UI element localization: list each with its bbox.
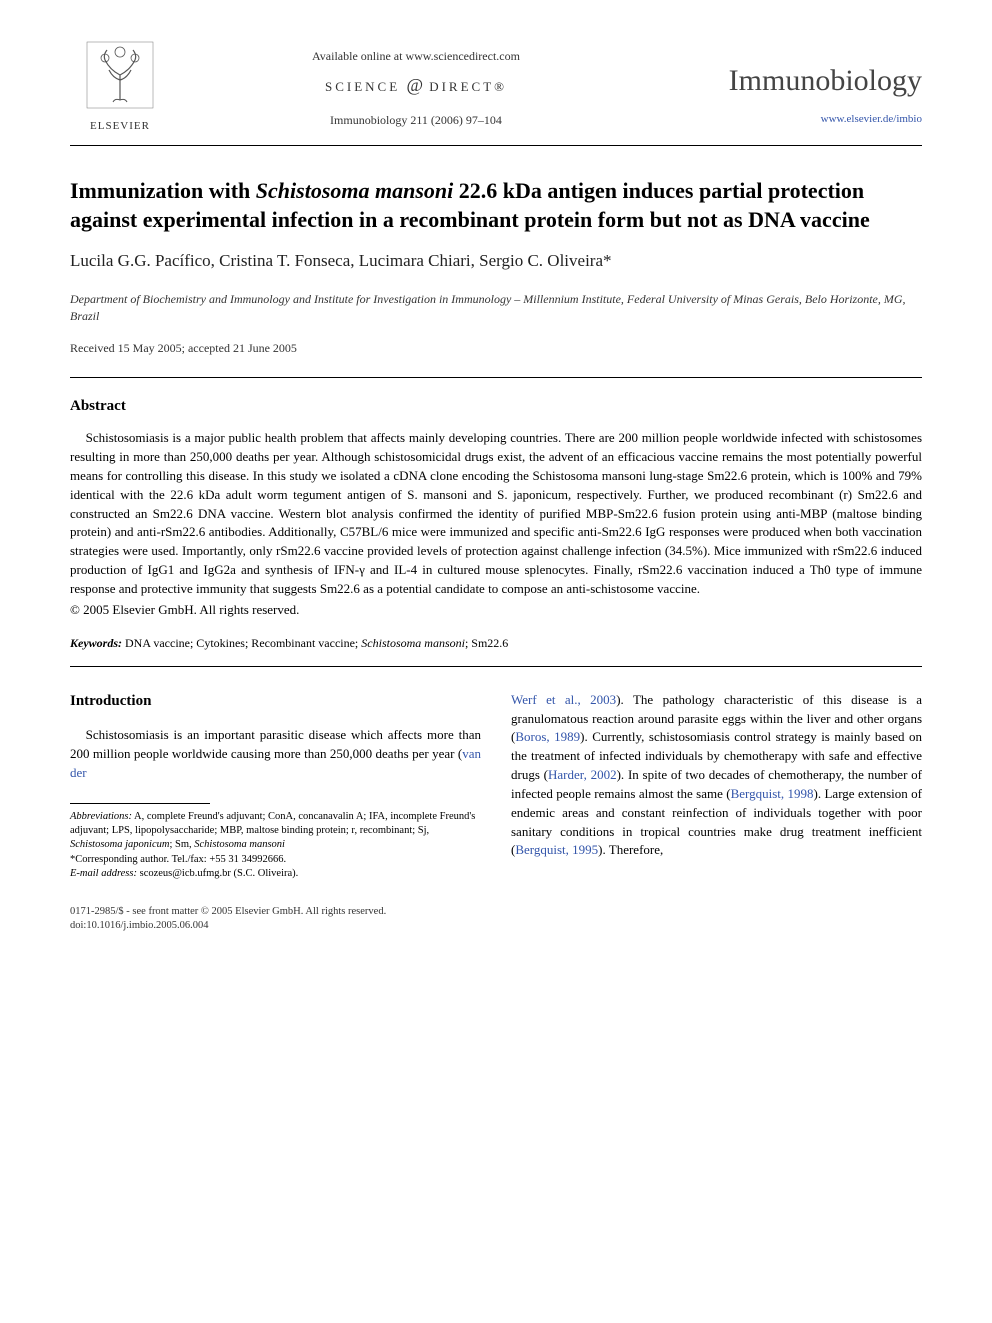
journal-reference: Immunobiology 211 (2006) 97–104 — [170, 112, 662, 129]
citation-harder[interactable]: Harder, 2002 — [548, 767, 617, 782]
sd-left: SCIENCE — [325, 79, 400, 94]
abbrev-text-2: ; Sm, — [169, 839, 194, 850]
left-column: Introduction Schistosomiasis is an impor… — [70, 691, 481, 881]
citation-bergquist95[interactable]: Bergquist, 1995 — [515, 842, 598, 857]
email-footnote: E-mail address: scozeus@icb.ufmg.br (S.C… — [70, 867, 481, 881]
intro-paragraph-left: Schistosomiasis is an important parasiti… — [70, 726, 481, 783]
citation-vanderwerf-cont[interactable]: Werf et al., 2003 — [511, 692, 616, 707]
keywords-label: Keywords: — [70, 636, 122, 650]
intro-right-5: ). Therefore, — [598, 842, 663, 857]
intro-paragraph-right: Werf et al., 2003). The pathology charac… — [511, 691, 922, 861]
page-footer: 0171-2985/$ - see front matter © 2005 El… — [70, 905, 922, 932]
email-value[interactable]: scozeus@icb.ufmg.br (S.C. Oliveira). — [137, 868, 298, 879]
journal-name: Immunobiology — [662, 60, 922, 102]
abstract-copyright: © 2005 Elsevier GmbH. All rights reserve… — [70, 601, 922, 619]
title-text-1: Immunization with — [70, 178, 256, 203]
keywords-species: Schistosoma mansoni — [361, 636, 465, 650]
abstract-top-divider — [70, 377, 922, 378]
keywords-line: Keywords: DNA vaccine; Cytokines; Recomb… — [70, 635, 922, 652]
introduction-heading: Introduction — [70, 691, 481, 713]
citation-boros[interactable]: Boros, 1989 — [515, 729, 580, 744]
page-header: ELSEVIER Available online at www.science… — [70, 40, 922, 135]
article-dates: Received 15 May 2005; accepted 21 June 2… — [70, 340, 922, 357]
intro-left-text: Schistosomiasis is an important parasiti… — [70, 727, 481, 761]
right-column: Werf et al., 2003). The pathology charac… — [511, 691, 922, 881]
abbrev-label: Abbreviations: — [70, 811, 132, 822]
header-right: Immunobiology www.elsevier.de/imbio — [662, 40, 922, 127]
keywords-text-1: DNA vaccine; Cytokines; Recombinant vacc… — [122, 636, 361, 650]
publisher-name: ELSEVIER — [70, 119, 170, 134]
footer-line-1: 0171-2985/$ - see front matter © 2005 El… — [70, 905, 922, 919]
abbrev-species-1: Schistosoma japonicum — [70, 839, 169, 850]
abstract-body: Schistosomiasis is a major public health… — [70, 429, 922, 599]
available-online-text: Available online at www.sciencedirect.co… — [170, 48, 662, 65]
article-title: Immunization with Schistosoma mansoni 22… — [70, 176, 922, 235]
sd-at-icon: @ — [406, 75, 423, 95]
footnote-divider — [70, 803, 210, 804]
journal-url[interactable]: www.elsevier.de/imbio — [662, 112, 922, 127]
corresponding-author-footnote: *Corresponding author. Tel./fax: +55 31 … — [70, 853, 481, 867]
keywords-text-2: ; Sm22.6 — [465, 636, 508, 650]
elsevier-tree-icon — [85, 40, 155, 110]
body-columns: Introduction Schistosomiasis is an impor… — [70, 691, 922, 881]
footer-doi: doi:10.1016/j.imbio.2005.06.004 — [70, 919, 922, 933]
abbreviations-footnote: Abbreviations: A, complete Freund's adju… — [70, 810, 481, 853]
science-direct-logo: SCIENCE @ DIRECT® — [170, 73, 662, 98]
abbrev-species-2: Schistosoma mansoni — [194, 839, 285, 850]
email-label: E-mail address: — [70, 868, 137, 879]
header-center: Available online at www.sciencedirect.co… — [170, 40, 662, 129]
sd-right: DIRECT® — [429, 79, 507, 94]
affiliation: Department of Biochemistry and Immunolog… — [70, 291, 922, 325]
header-divider — [70, 145, 922, 146]
keywords-bottom-divider — [70, 666, 922, 667]
title-species: Schistosoma mansoni — [256, 178, 453, 203]
authors-list: Lucila G.G. Pacífico, Cristina T. Fonsec… — [70, 249, 922, 273]
citation-bergquist98[interactable]: Bergquist, 1998 — [731, 786, 814, 801]
publisher-block: ELSEVIER — [70, 40, 170, 135]
abstract-heading: Abstract — [70, 396, 922, 417]
